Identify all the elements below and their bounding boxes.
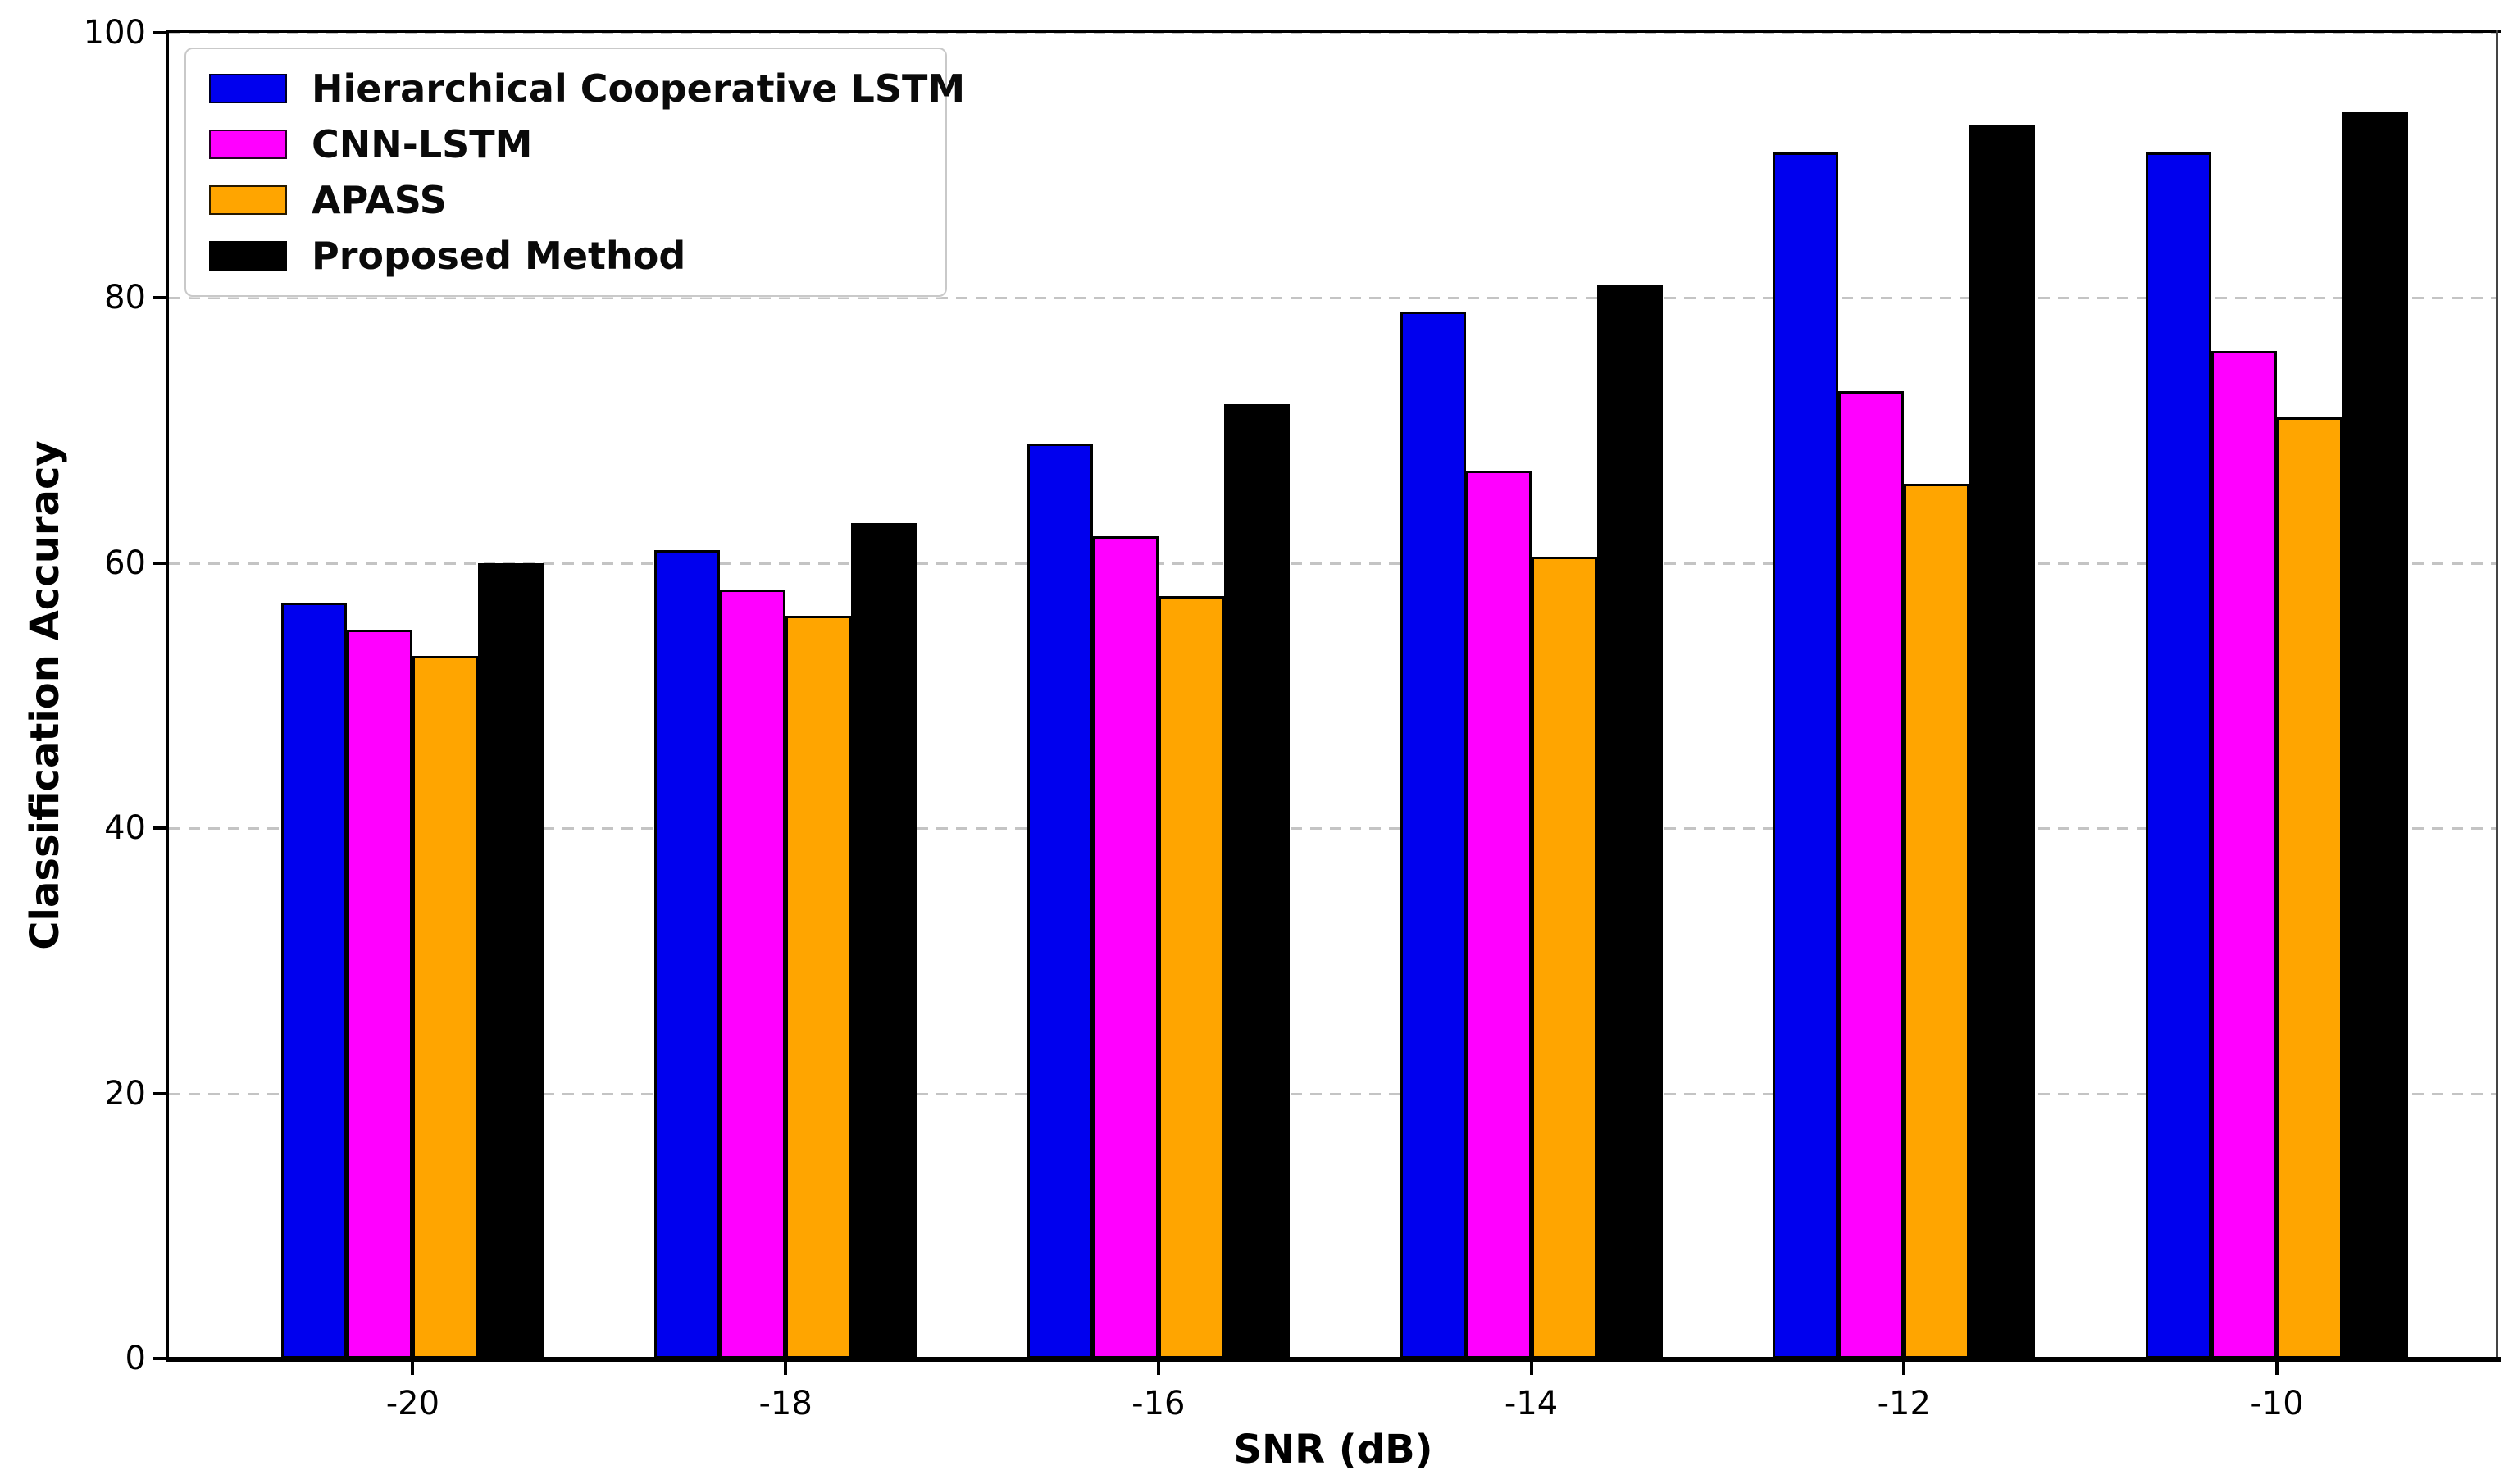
x-tick-label--10: -10 [2250,1385,2304,1423]
legend-swatch-3 [209,185,287,215]
bar-apass--20 [412,655,479,1359]
y-axis-label: Classification Accuracy [22,440,68,950]
y-tick-mark-40 [153,826,166,831]
x-tick-label--12: -12 [1877,1385,1931,1423]
bar-proposed-method--16 [1223,403,1290,1359]
bar-hierarchical-cooperative-lstm--10 [2146,152,2211,1359]
legend-row-3: APASS [209,177,922,223]
legend-swatch-2 [209,130,287,159]
x-tick-mark--10 [2275,1362,2279,1375]
legend-label-3: APASS [312,178,447,222]
x-tick-mark--18 [784,1362,788,1375]
bar-cnn-lstm--20 [347,629,413,1359]
legend-label-1: Hierarchical Cooperative LSTM [312,66,966,111]
gridline-80 [169,297,2497,300]
bar-apass--14 [1531,556,1597,1359]
y-tick-label-60: 60 [104,544,146,582]
y-tick-label-20: 20 [104,1074,146,1113]
gridline-60 [169,562,2497,565]
y-tick-mark-100 [153,31,166,34]
x-tick-mark--16 [1156,1362,1160,1375]
bar-apass--18 [785,616,852,1359]
bar-apass--10 [2277,417,2342,1359]
top-spine [166,30,2501,33]
y-tick-mark-0 [153,1357,166,1360]
bar-hierarchical-cooperative-lstm--14 [1400,311,1466,1359]
right-spine [2496,30,2498,1362]
legend-swatch-1 [209,74,287,103]
y-tick-label-40: 40 [104,809,146,848]
y-tick-mark-60 [153,561,166,565]
legend-label-2: CNN-LSTM [312,122,533,166]
x-tick-label--14: -14 [1504,1385,1559,1423]
x-tick-mark--14 [1529,1362,1533,1375]
bar-hierarchical-cooperative-lstm--16 [1027,444,1093,1359]
bar-proposed-method--18 [851,523,917,1359]
bar-proposed-method--20 [478,562,544,1359]
bar-hierarchical-cooperative-lstm--20 [281,603,348,1359]
bar-proposed-method--14 [1596,285,1663,1359]
legend: Hierarchical Cooperative LSTM CNN-LSTM APA… [184,48,965,297]
legend-row-1: Hierarchical Cooperative LSTM [209,66,965,112]
x-tick-mark--12 [1902,1362,1906,1375]
gridline-40 [169,827,2497,831]
gridline-100 [169,32,2497,34]
bar-hierarchical-cooperative-lstm--18 [654,549,721,1359]
x-tick-label--18: -18 [758,1385,813,1423]
legend-swatch-4 [209,241,287,271]
legend-label-4: Proposed Method [312,234,686,278]
bar-apass--16 [1158,596,1224,1359]
bar-proposed-method--10 [2342,112,2408,1359]
left-spine [166,30,169,1362]
bar-cnn-lstm--12 [1838,390,1905,1359]
bar-proposed-method--12 [1969,125,2036,1359]
legend-row-2: CNN-LSTM [209,121,922,167]
bottom-spine [166,1357,2501,1362]
bar-cnn-lstm--16 [1092,536,1159,1359]
bar-apass--12 [1904,483,1970,1359]
y-tick-mark-80 [153,296,166,300]
legend-row-4: Proposed Method [209,233,922,279]
x-tick-label--16: -16 [1131,1385,1186,1423]
bar-cnn-lstm--18 [720,590,786,1359]
y-tick-label-80: 80 [104,279,146,317]
gridline-20 [169,1092,2497,1095]
bar-cnn-lstm--14 [1465,470,1532,1359]
x-tick-label--20: -20 [385,1385,440,1423]
bar-hierarchical-cooperative-lstm--12 [1773,152,1839,1359]
bar-cnn-lstm--10 [2211,351,2277,1359]
y-tick-label-0: 0 [125,1340,146,1377]
y-tick-label-100: 100 [83,14,146,52]
y-tick-mark-20 [153,1091,166,1095]
x-tick-mark--20 [411,1362,415,1375]
x-axis-label: SNR (dB) [1233,1427,1433,1473]
